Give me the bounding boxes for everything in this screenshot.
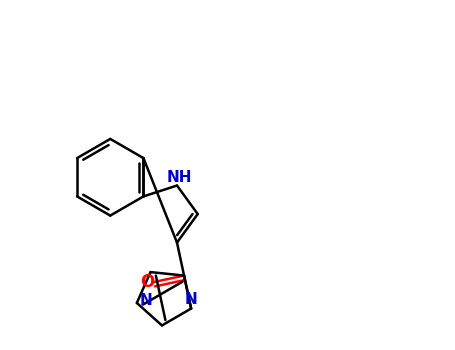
Text: N: N	[140, 293, 152, 308]
Text: NH: NH	[167, 170, 192, 185]
Text: O: O	[140, 273, 154, 291]
Text: N: N	[185, 292, 197, 307]
